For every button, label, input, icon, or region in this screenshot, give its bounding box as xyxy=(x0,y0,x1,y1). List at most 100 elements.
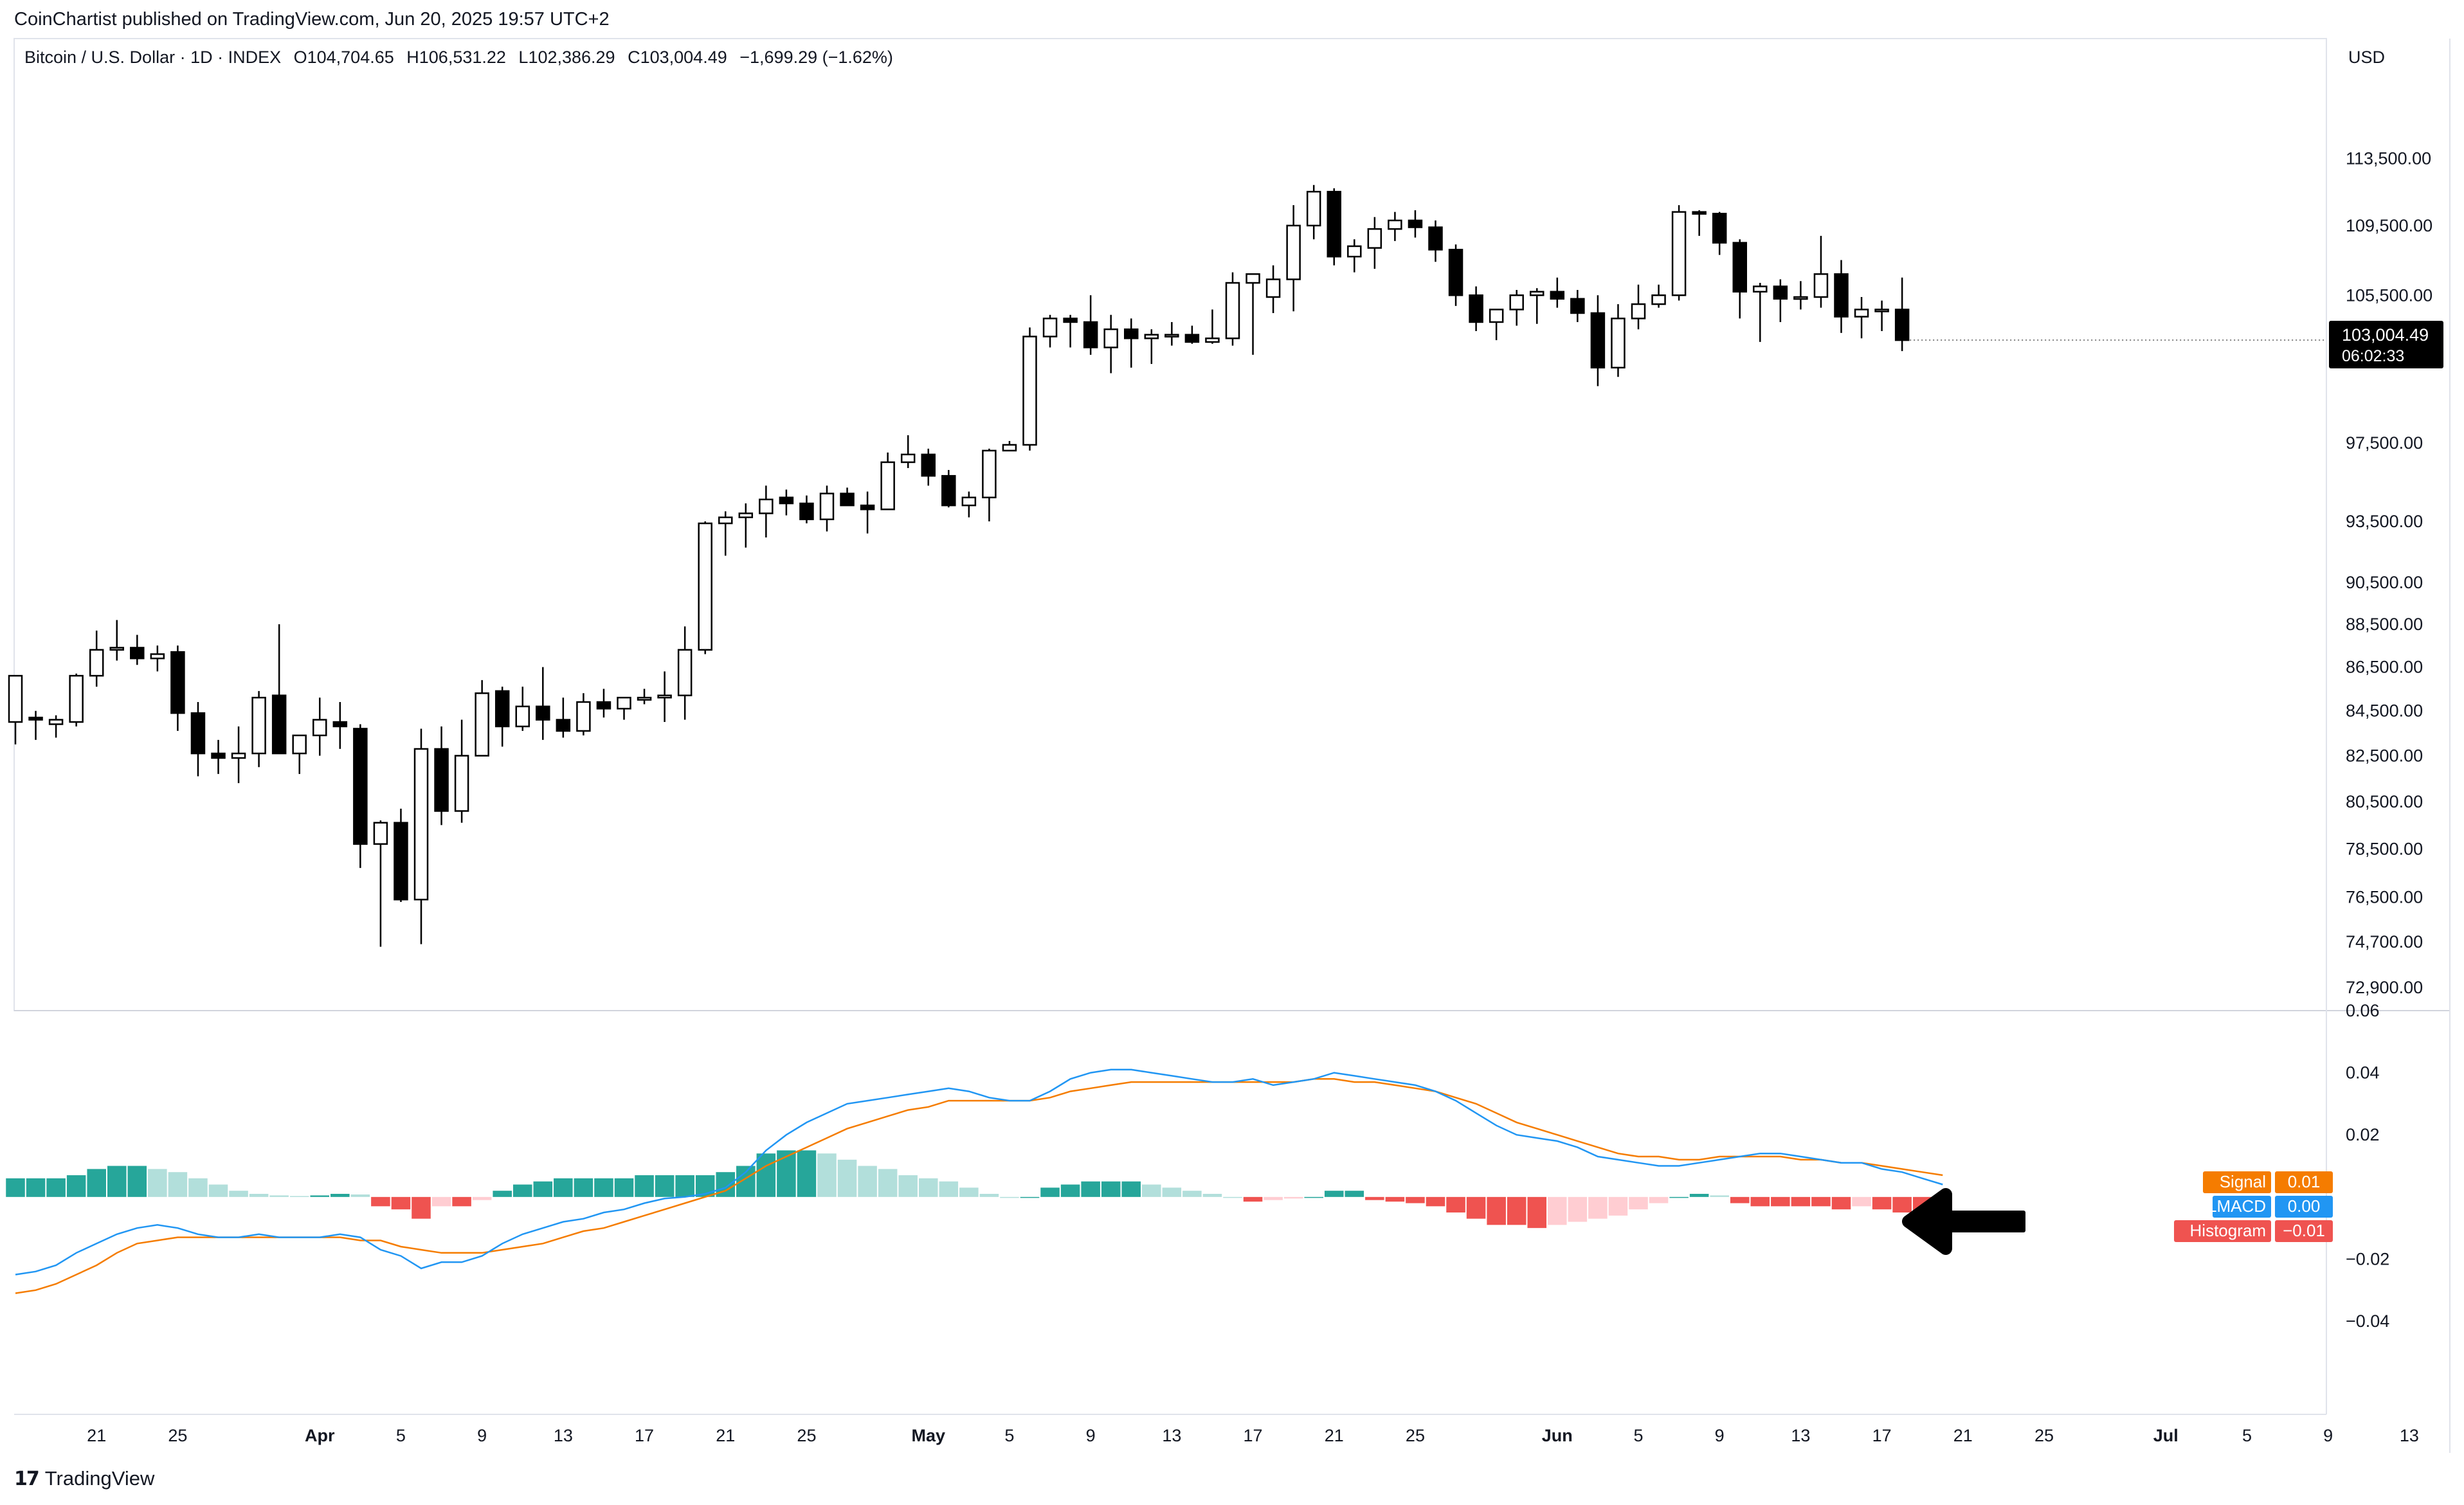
time-axis[interactable]: 21 25 Apr 5 9 13 17 21 25 May 5 9 13 17 21 25 Jun 5 9 13 17 2… xyxy=(87,1426,2419,1445)
candle[interactable] xyxy=(799,495,814,524)
candle[interactable] xyxy=(292,734,307,774)
candle[interactable] xyxy=(170,645,185,731)
candle[interactable] xyxy=(1306,185,1321,240)
candle[interactable] xyxy=(1408,210,1423,238)
candle[interactable] xyxy=(961,491,977,518)
currency-label[interactable]: USD xyxy=(2348,48,2386,67)
candle[interactable] xyxy=(1590,295,1606,386)
candle[interactable] xyxy=(718,511,733,556)
candle[interactable] xyxy=(982,448,997,521)
candle[interactable] xyxy=(1753,282,1768,342)
candle[interactable] xyxy=(1813,235,1829,308)
candle[interactable] xyxy=(556,698,571,738)
candle[interactable] xyxy=(738,503,754,548)
candle[interactable] xyxy=(677,626,693,720)
candle[interactable] xyxy=(1022,327,1037,451)
candle[interactable] xyxy=(1509,289,1524,326)
price-axis[interactable]: 113,500.00 109,500.00 105,500.00 97,500.00 9… xyxy=(2346,149,2432,996)
candle[interactable] xyxy=(332,701,348,749)
candle[interactable] xyxy=(921,448,936,486)
candle[interactable] xyxy=(637,689,652,705)
footer-brand[interactable]: 17 TradingView xyxy=(14,1467,154,1490)
candle[interactable] xyxy=(1164,321,1179,346)
candle[interactable] xyxy=(109,620,124,661)
candle[interactable] xyxy=(211,739,226,774)
candle[interactable] xyxy=(1428,220,1443,262)
candle[interactable] xyxy=(819,485,835,532)
candle[interactable] xyxy=(900,435,916,469)
candle[interactable] xyxy=(1286,205,1301,312)
candle[interactable] xyxy=(1874,300,1889,332)
candle[interactable] xyxy=(1570,289,1585,322)
candle[interactable] xyxy=(1388,212,1402,241)
candle[interactable] xyxy=(454,719,469,823)
candle[interactable] xyxy=(515,687,530,731)
candle[interactable] xyxy=(1793,281,1808,310)
candle[interactable] xyxy=(1530,288,1545,324)
candle[interactable] xyxy=(251,690,266,768)
candle[interactable] xyxy=(475,680,489,757)
candle[interactable] xyxy=(1265,265,1281,313)
candle[interactable] xyxy=(657,671,672,723)
candle[interactable] xyxy=(1611,304,1626,377)
candle[interactable] xyxy=(1489,309,1504,341)
candle[interactable] xyxy=(1732,239,1747,319)
candle[interactable] xyxy=(1834,260,1849,333)
symbol-name[interactable]: Bitcoin / U.S. Dollar · 1D · INDEX xyxy=(24,48,282,67)
candle[interactable] xyxy=(941,470,956,508)
candle[interactable] xyxy=(190,701,206,777)
candle[interactable] xyxy=(69,673,84,726)
candle[interactable] xyxy=(130,635,145,665)
candle[interactable] xyxy=(1712,212,1727,255)
candle[interactable] xyxy=(1894,277,1910,352)
candle[interactable] xyxy=(1144,329,1159,365)
candle[interactable] xyxy=(779,489,794,516)
candle[interactable] xyxy=(880,452,895,510)
candle[interactable] xyxy=(1773,279,1788,322)
candle[interactable] xyxy=(536,667,550,740)
candle[interactable] xyxy=(1225,272,1240,346)
candle[interactable] xyxy=(1367,217,1382,269)
candle[interactable] xyxy=(1631,284,1646,330)
candle[interactable] xyxy=(596,689,611,718)
candle[interactable] xyxy=(1246,273,1260,355)
candle[interactable] xyxy=(1184,325,1200,344)
candle[interactable] xyxy=(413,728,429,944)
candle[interactable] xyxy=(1347,239,1362,273)
candle[interactable] xyxy=(1448,244,1463,306)
candle[interactable] xyxy=(1042,314,1058,348)
candle[interactable] xyxy=(1854,297,1869,339)
candle[interactable] xyxy=(698,521,712,654)
candle[interactable] xyxy=(1469,286,1483,332)
candle[interactable] xyxy=(617,696,631,720)
candle[interactable] xyxy=(494,687,510,747)
candle[interactable] xyxy=(150,645,165,672)
candle[interactable] xyxy=(1124,318,1139,368)
candle[interactable] xyxy=(860,491,875,534)
candle[interactable] xyxy=(271,624,287,755)
candle[interactable] xyxy=(1205,309,1220,344)
candle[interactable] xyxy=(1550,277,1565,308)
candle[interactable] xyxy=(759,485,774,537)
candle[interactable] xyxy=(434,726,449,825)
candle[interactable] xyxy=(353,724,368,869)
candle[interactable] xyxy=(48,715,64,738)
candle[interactable] xyxy=(313,698,327,756)
candle[interactable] xyxy=(840,487,855,507)
candle[interactable] xyxy=(89,630,104,687)
candle[interactable] xyxy=(1651,284,1666,308)
candle[interactable] xyxy=(231,726,246,784)
candle[interactable] xyxy=(28,710,43,740)
candle[interactable] xyxy=(576,693,591,735)
candle[interactable] xyxy=(1083,295,1098,355)
candle[interactable] xyxy=(1002,440,1017,452)
candle[interactable] xyxy=(394,808,408,903)
candle[interactable] xyxy=(1103,314,1118,374)
candle[interactable] xyxy=(8,674,23,744)
candle[interactable] xyxy=(1692,210,1707,236)
candle[interactable] xyxy=(1063,314,1078,348)
candle[interactable] xyxy=(1671,205,1687,301)
macd-axis[interactable]: 0.06 0.04 0.02 −0.02 −0.04 xyxy=(2346,1001,2389,1331)
candle[interactable] xyxy=(373,820,388,947)
